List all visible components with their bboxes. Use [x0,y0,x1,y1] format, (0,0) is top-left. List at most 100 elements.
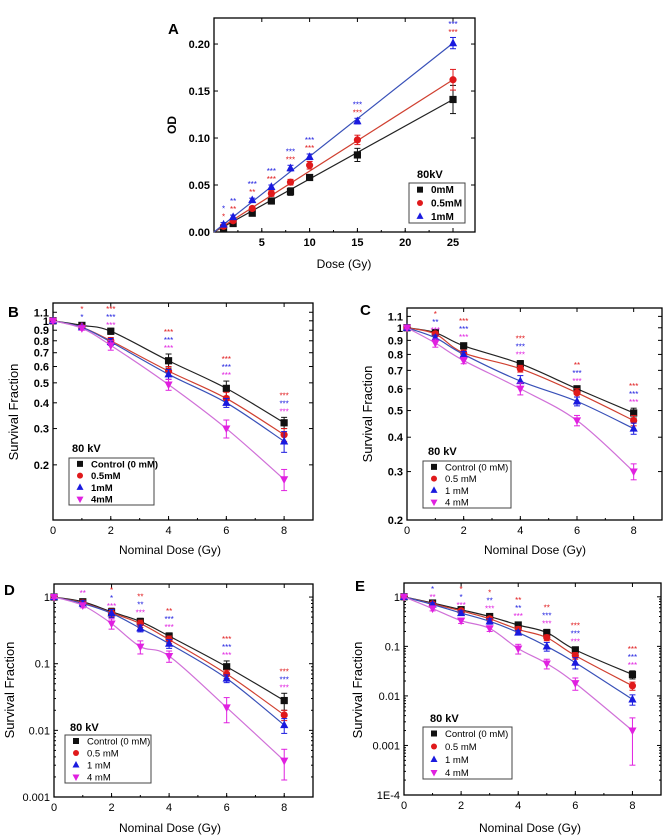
data-point [485,625,494,634]
y-tick-label: 1 [397,323,403,335]
significance-marker: *** [448,20,457,29]
panel-label: A [168,21,179,38]
significance-marker: *** [279,407,288,416]
y-axis-label: Survival Fraction [350,642,365,739]
y-tick-label: 0.001 [372,740,400,752]
data-point [267,182,276,190]
legend-label: 1 mM [87,761,111,772]
y-tick-label: 0.3 [388,467,403,479]
significance-marker: *** [136,608,145,617]
data-point [286,163,295,172]
legend-label: 1mM [431,212,454,223]
legend-label: 1mM [91,483,113,494]
data-point [516,385,525,394]
legend-marker [431,475,437,482]
significance-marker: *** [353,100,362,109]
data-point [286,178,295,186]
legend: 80 kV Control (0 mM)0.5 mM1 mM4 mM [422,446,512,509]
data-point [353,116,362,125]
data-point [457,617,466,626]
x-tick-label: 8 [631,525,637,537]
significance-marker: * [110,586,113,595]
significance-marker: * [222,205,225,214]
y-tick-label: 0.3 [34,424,49,436]
fit-line [406,327,634,430]
y-tick-label: 1E-4 [377,790,400,802]
data-point [248,195,257,204]
data-point [267,189,275,198]
y-tick-label: 0.7 [34,348,49,360]
data-point [165,639,174,647]
legend-box [422,726,513,780]
legend-marker [417,200,423,206]
legend-label: 4 mM [445,768,469,779]
x-tick-label: 6 [224,802,230,814]
y-tick-label: 0.15 [189,86,210,98]
significance-marker: *** [286,155,295,164]
data-point [630,416,638,425]
significance-marker: *** [222,651,231,660]
data-point [49,593,59,602]
y-tick-label: 0.9 [34,325,49,337]
significance-marker: *** [222,355,231,364]
data-point [543,628,551,637]
significance-marker: ** [80,589,86,598]
significance-marker: *** [305,144,314,153]
significance-marker: ** [230,197,236,206]
legend-label: 4 mM [87,773,111,784]
significance-marker: * [80,305,83,314]
significance-marker: *** [456,601,465,610]
data-point [106,342,115,350]
significance-marker: *** [571,629,580,638]
y-tick-label: 0.2 [388,515,403,527]
data-point [399,593,409,602]
legend-marker [73,750,79,756]
y-tick-label: 0.9 [388,335,403,347]
data-point [286,187,295,196]
data-point [571,646,579,654]
legend-box [422,460,512,509]
legend-title: 80kV [417,169,443,181]
legend-title: 80 kV [70,722,99,734]
series-3 [49,593,289,781]
significance-marker: *** [279,391,288,400]
legend-marker [430,486,438,493]
data-point [280,436,289,445]
y-tick-label: 0.001 [22,792,50,804]
data-point [222,673,231,682]
y-tick-label: 0.01 [379,691,400,703]
data-point [107,327,115,335]
significance-marker: *** [485,604,494,613]
x-tick-label: 0 [401,800,407,812]
significance-marker: ** [230,205,236,214]
data-point [457,608,466,617]
significance-marker: *** [280,667,289,676]
y-tick-label: 0.2 [34,460,49,472]
data-point [248,204,256,213]
significance-marker: *** [164,623,173,632]
legend-marker [430,499,438,507]
legend-marker [416,212,424,219]
x-tick-label: 6 [223,525,229,537]
significance-marker: ** [249,188,255,197]
significance-marker: ** [544,603,550,612]
x-tick-label: 0 [404,525,410,537]
data-point [516,360,524,368]
significance-marker: *** [542,619,551,628]
x-tick-label: 2 [108,802,114,814]
significance-marker: *** [248,180,257,189]
y-axis-label: Survival Fraction [360,366,375,463]
x-tick-label: 4 [165,525,171,537]
x-tick-label: 4 [515,800,521,812]
data-point [449,76,457,84]
significance-marker: *** [222,363,231,372]
significance-marker: * [222,213,225,222]
data-point [280,696,288,705]
legend: 80kV 0mM 0.5mM 1mM [408,169,466,224]
x-axis-label: Nominal Dose (Gy) [119,821,221,835]
significance-marker: *** [305,136,314,145]
legend-label: 0.5 mM [87,749,119,760]
significance-marker: *** [222,643,231,652]
panel-label: B [8,304,19,321]
